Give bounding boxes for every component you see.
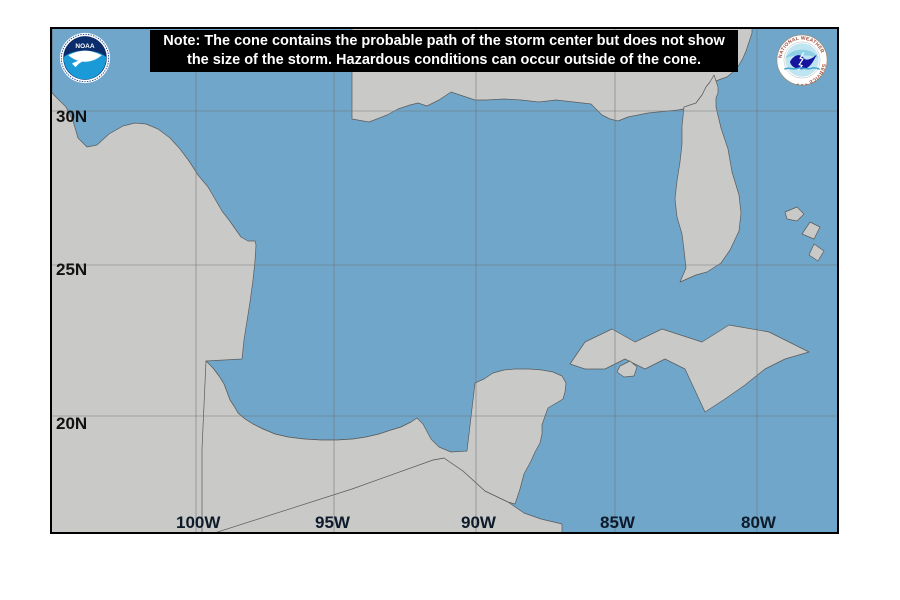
svg-text:NOAA: NOAA — [75, 43, 94, 50]
